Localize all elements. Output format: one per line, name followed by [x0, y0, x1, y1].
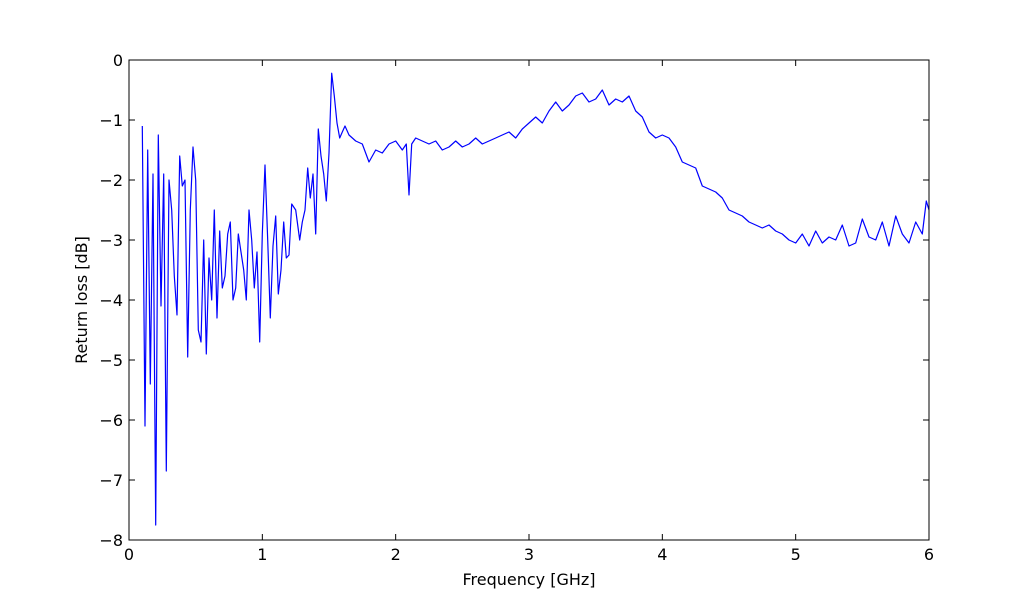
series-line-0 [141, 72, 930, 526]
y-tick-label: −8 [99, 531, 123, 550]
x-tick-label: 1 [257, 545, 267, 564]
plot-area [129, 60, 929, 540]
x-axis-label: Frequency [GHz] [462, 570, 595, 589]
y-axis-ticks: −8 −7 −6 −5 −4 −3 −2 −1 0 [99, 51, 929, 550]
y-tick-label: −1 [99, 111, 123, 130]
x-tick-label: 0 [124, 545, 134, 564]
y-tick-label: −5 [99, 351, 123, 370]
y-axis-label: Return loss [dB] [72, 236, 91, 364]
x-tick-label: 3 [524, 545, 534, 564]
x-tick-label: 2 [391, 545, 401, 564]
y-tick-label: −4 [99, 291, 123, 310]
x-axis-ticks: 0 1 2 3 4 5 6 [124, 60, 934, 564]
y-tick-label: −3 [99, 231, 123, 250]
x-tick-label: 6 [924, 545, 934, 564]
y-tick-label: 0 [113, 51, 123, 70]
y-tick-label: −2 [99, 171, 123, 190]
y-tick-label: −6 [99, 411, 123, 430]
x-tick-label: 4 [657, 545, 667, 564]
line-layer [141, 72, 930, 526]
x-tick-label: 5 [791, 545, 801, 564]
y-tick-label: −7 [99, 471, 123, 490]
